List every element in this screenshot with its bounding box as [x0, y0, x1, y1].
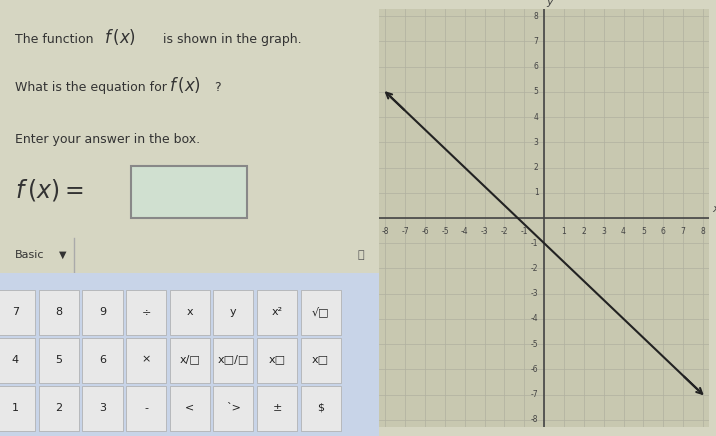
Text: 3: 3 — [99, 403, 106, 412]
FancyBboxPatch shape — [257, 338, 297, 383]
Text: -5: -5 — [531, 340, 538, 348]
Text: -8: -8 — [382, 227, 390, 236]
FancyBboxPatch shape — [126, 290, 166, 335]
Text: 5: 5 — [641, 227, 646, 236]
Text: 9: 9 — [99, 307, 106, 317]
FancyBboxPatch shape — [0, 386, 35, 431]
Text: 1: 1 — [561, 227, 566, 236]
FancyBboxPatch shape — [213, 290, 253, 335]
FancyBboxPatch shape — [301, 386, 341, 431]
Text: 6: 6 — [99, 355, 106, 364]
FancyBboxPatch shape — [170, 290, 210, 335]
Text: 6: 6 — [661, 227, 666, 236]
Text: 6: 6 — [533, 62, 538, 71]
FancyBboxPatch shape — [301, 290, 341, 335]
Text: ÷: ÷ — [142, 307, 151, 317]
Text: ×: × — [142, 355, 151, 364]
Text: -1: -1 — [531, 239, 538, 248]
Text: -7: -7 — [531, 390, 538, 399]
FancyBboxPatch shape — [39, 290, 79, 335]
FancyBboxPatch shape — [126, 386, 166, 431]
Text: ?: ? — [214, 81, 221, 94]
Text: Basic: Basic — [15, 250, 44, 260]
FancyBboxPatch shape — [82, 386, 122, 431]
Text: -: - — [144, 403, 148, 412]
FancyBboxPatch shape — [82, 338, 122, 383]
FancyBboxPatch shape — [213, 386, 253, 431]
Text: -5: -5 — [441, 227, 449, 236]
Text: 8: 8 — [55, 307, 62, 317]
FancyBboxPatch shape — [39, 338, 79, 383]
Text: 8: 8 — [700, 227, 705, 236]
Text: 1: 1 — [11, 403, 19, 412]
Text: x□/□: x□/□ — [218, 355, 249, 364]
Text: The function: The function — [15, 33, 94, 46]
Text: -4: -4 — [531, 314, 538, 324]
Text: 1: 1 — [534, 188, 538, 197]
Text: 4: 4 — [533, 112, 538, 122]
Text: 2: 2 — [581, 227, 586, 236]
Text: x: x — [186, 307, 193, 317]
Text: x: x — [712, 204, 716, 214]
Text: √□: √□ — [312, 307, 329, 317]
Text: ▼: ▼ — [59, 250, 67, 260]
Text: x□: x□ — [312, 355, 329, 364]
Text: 7: 7 — [681, 227, 685, 236]
Text: -7: -7 — [402, 227, 409, 236]
FancyBboxPatch shape — [170, 386, 210, 431]
Text: -2: -2 — [531, 264, 538, 273]
FancyBboxPatch shape — [126, 338, 166, 383]
FancyBboxPatch shape — [39, 386, 79, 431]
Text: y: y — [546, 0, 553, 7]
FancyBboxPatch shape — [257, 386, 297, 431]
Text: 7: 7 — [533, 37, 538, 46]
Text: 3: 3 — [601, 227, 606, 236]
Text: $f\,(x)$: $f\,(x)$ — [105, 27, 136, 47]
Text: $f\,(x)$: $f\,(x)$ — [169, 75, 200, 95]
FancyBboxPatch shape — [131, 166, 246, 218]
Text: -6: -6 — [531, 365, 538, 374]
FancyBboxPatch shape — [213, 338, 253, 383]
FancyBboxPatch shape — [0, 272, 379, 436]
FancyBboxPatch shape — [0, 338, 35, 383]
FancyBboxPatch shape — [257, 290, 297, 335]
Text: <: < — [185, 403, 194, 412]
Text: 2: 2 — [534, 163, 538, 172]
Text: x²: x² — [271, 307, 283, 317]
Text: -1: -1 — [521, 227, 528, 236]
Text: -2: -2 — [500, 227, 508, 236]
Text: $: $ — [317, 403, 324, 412]
Text: 4: 4 — [621, 227, 626, 236]
Text: -3: -3 — [531, 289, 538, 298]
Text: Enter your answer in the box.: Enter your answer in the box. — [15, 133, 200, 146]
Text: 8: 8 — [534, 12, 538, 21]
Text: -4: -4 — [461, 227, 468, 236]
Text: 4: 4 — [11, 355, 19, 364]
Text: 5: 5 — [55, 355, 62, 364]
Text: -8: -8 — [531, 415, 538, 424]
FancyBboxPatch shape — [301, 338, 341, 383]
Text: -3: -3 — [481, 227, 488, 236]
Text: `>: `> — [226, 403, 241, 412]
Text: x□: x□ — [268, 355, 286, 364]
Text: is shown in the graph.: is shown in the graph. — [163, 33, 302, 46]
Text: -6: -6 — [421, 227, 429, 236]
FancyBboxPatch shape — [0, 290, 35, 335]
Text: 3: 3 — [533, 138, 538, 147]
Text: 5: 5 — [533, 88, 538, 96]
Text: ⓘ: ⓘ — [357, 250, 364, 260]
Text: y: y — [230, 307, 237, 317]
Text: $f\,(x) =$: $f\,(x) =$ — [15, 177, 84, 203]
Text: x/□: x/□ — [179, 355, 200, 364]
Text: ±: ± — [272, 403, 281, 412]
FancyBboxPatch shape — [170, 338, 210, 383]
Text: 7: 7 — [11, 307, 19, 317]
Text: What is the equation for: What is the equation for — [15, 81, 167, 94]
FancyBboxPatch shape — [82, 290, 122, 335]
Text: 2: 2 — [55, 403, 62, 412]
